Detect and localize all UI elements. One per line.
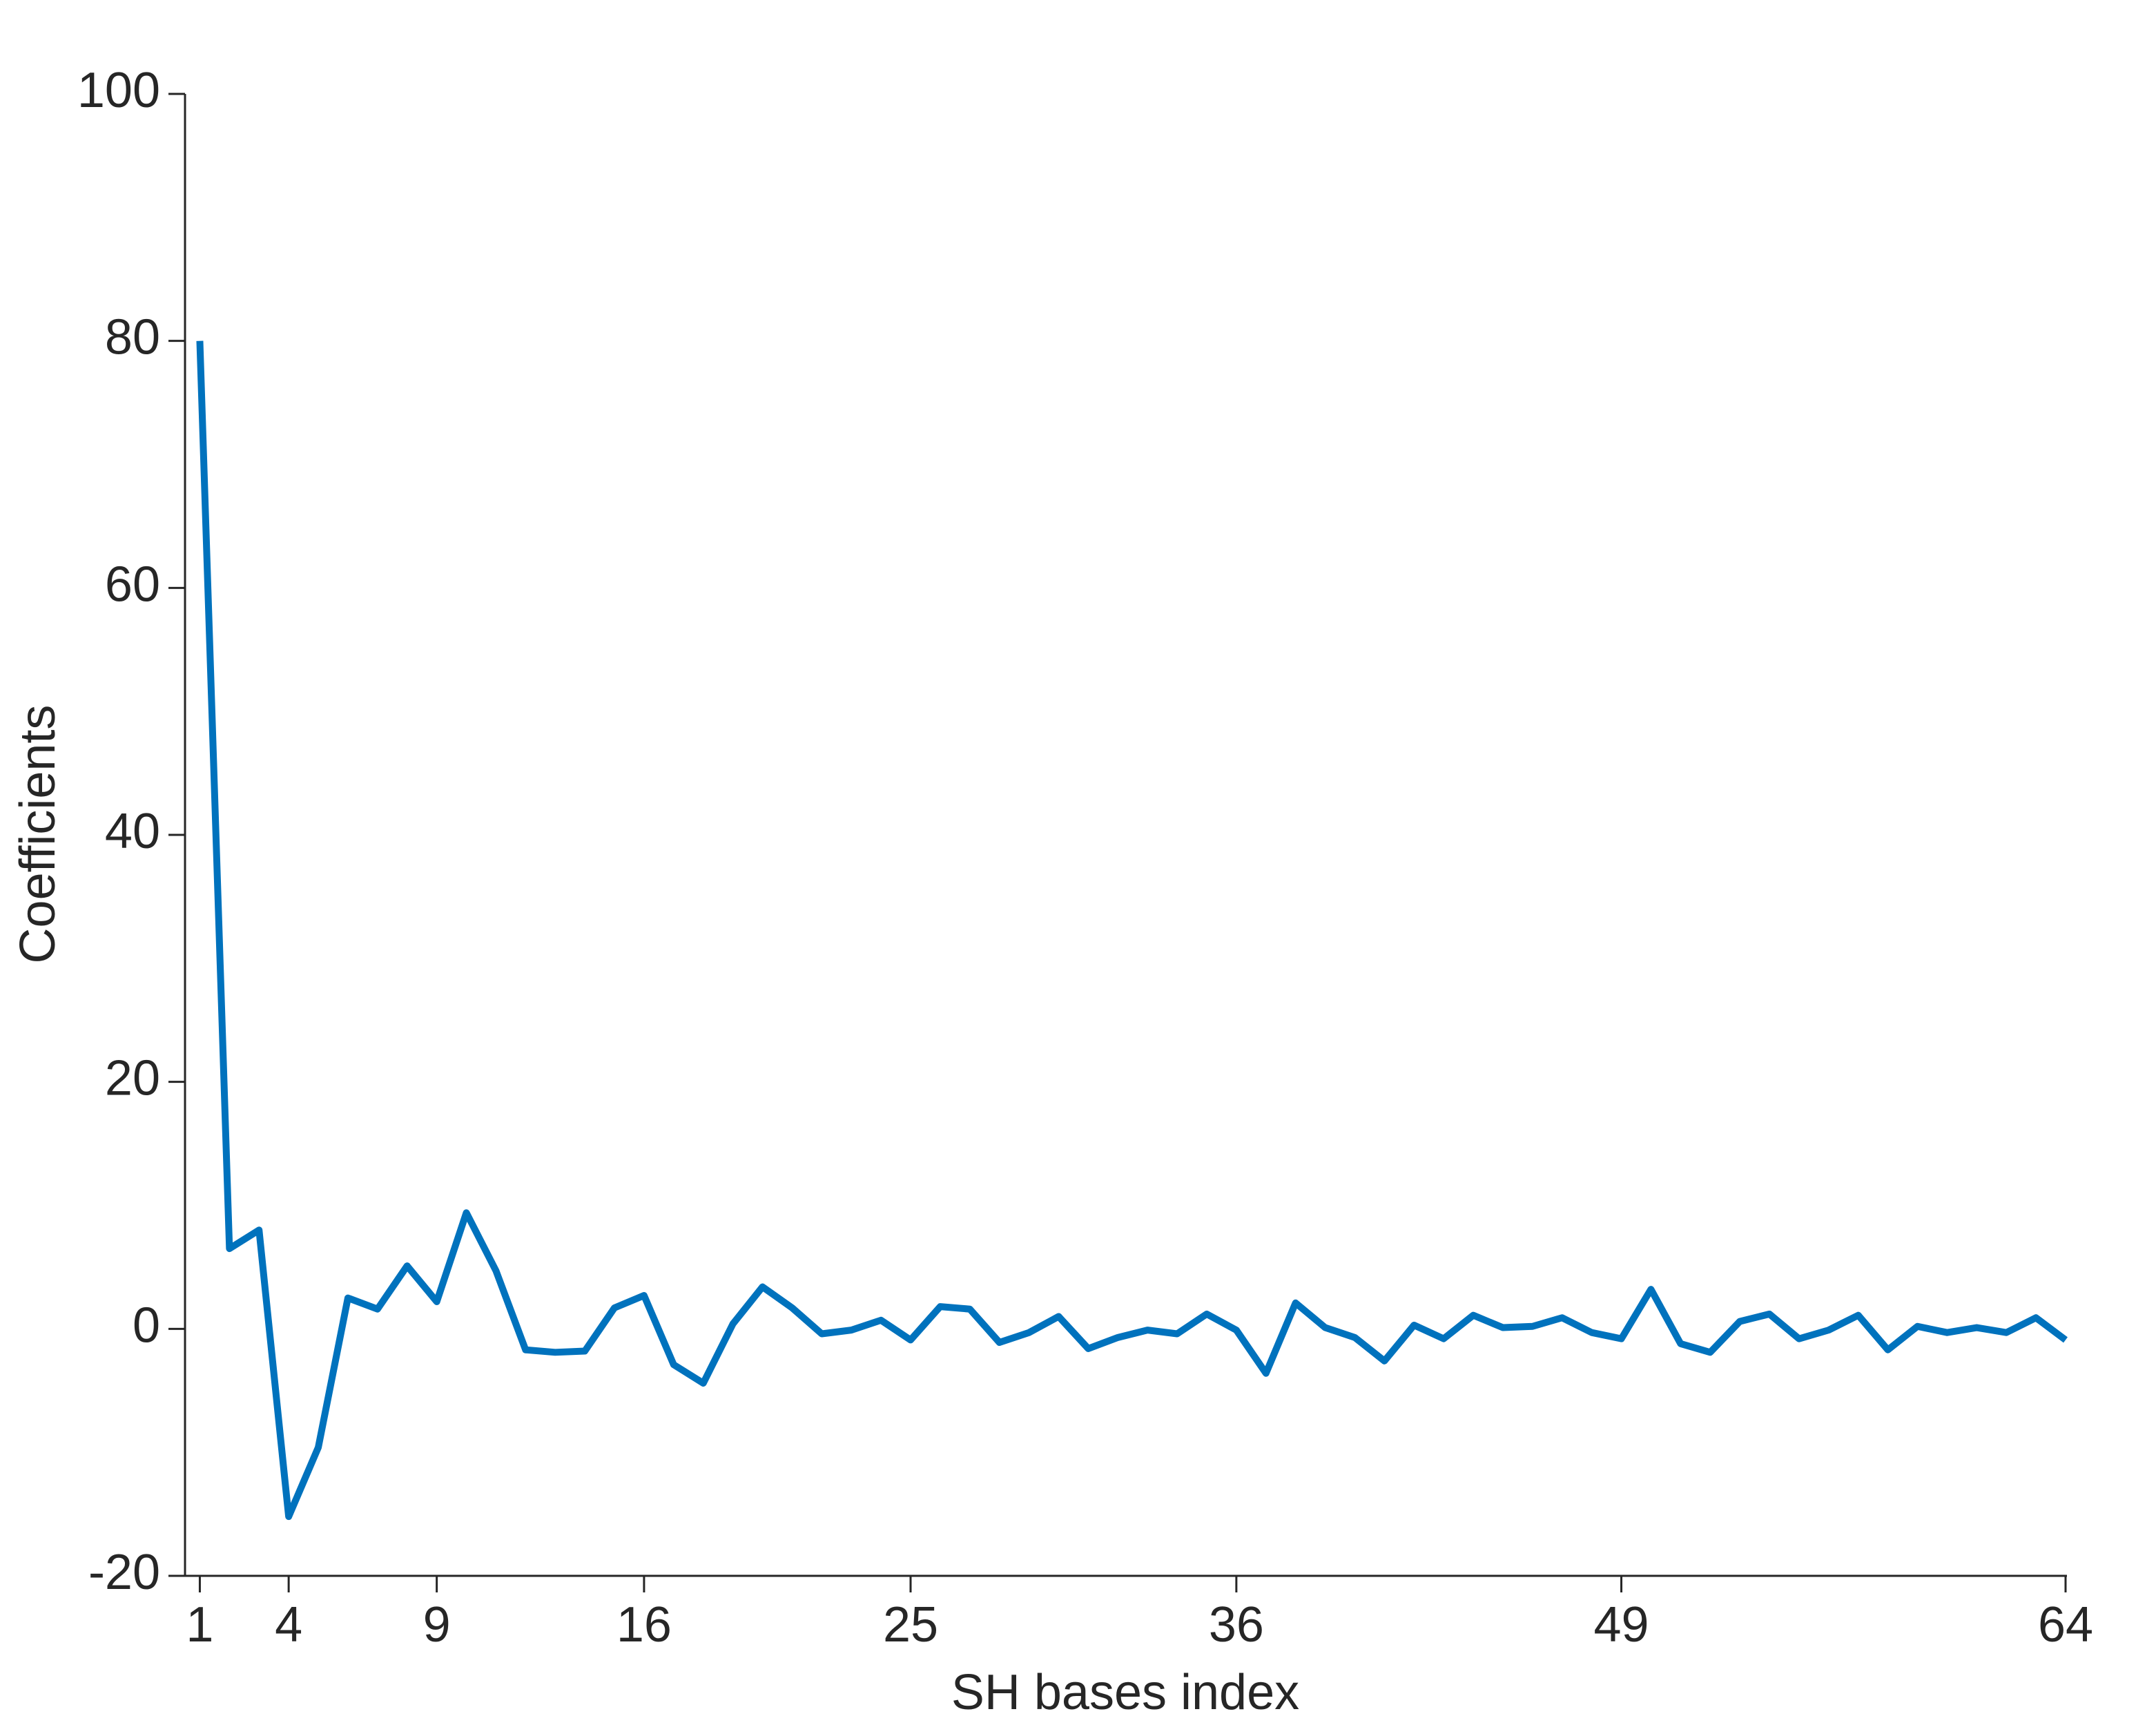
- y-tick-label: -20: [88, 1545, 160, 1600]
- y-axis-label: Coefficients: [10, 705, 66, 964]
- x-tick-label: 4: [275, 1597, 302, 1652]
- x-tick-label: 64: [2038, 1597, 2093, 1652]
- y-tick-label: 20: [105, 1051, 160, 1106]
- x-tick-label: 16: [616, 1597, 672, 1652]
- y-tick-label: 40: [105, 804, 160, 859]
- y-tick-label: 100: [77, 63, 160, 118]
- x-tick-label: 49: [1593, 1597, 1649, 1652]
- x-tick-label: 25: [883, 1597, 938, 1652]
- y-tick-label: 60: [105, 557, 160, 612]
- x-tick-label: 9: [423, 1597, 451, 1652]
- y-tick-label: 0: [133, 1298, 160, 1353]
- data-line: [196, 340, 2068, 1521]
- x-axis-label: SH bases index: [951, 1665, 1299, 1720]
- x-tick-label: 1: [186, 1597, 213, 1652]
- x-tick-label: 36: [1209, 1597, 1264, 1652]
- y-tick-label: 80: [105, 310, 160, 365]
